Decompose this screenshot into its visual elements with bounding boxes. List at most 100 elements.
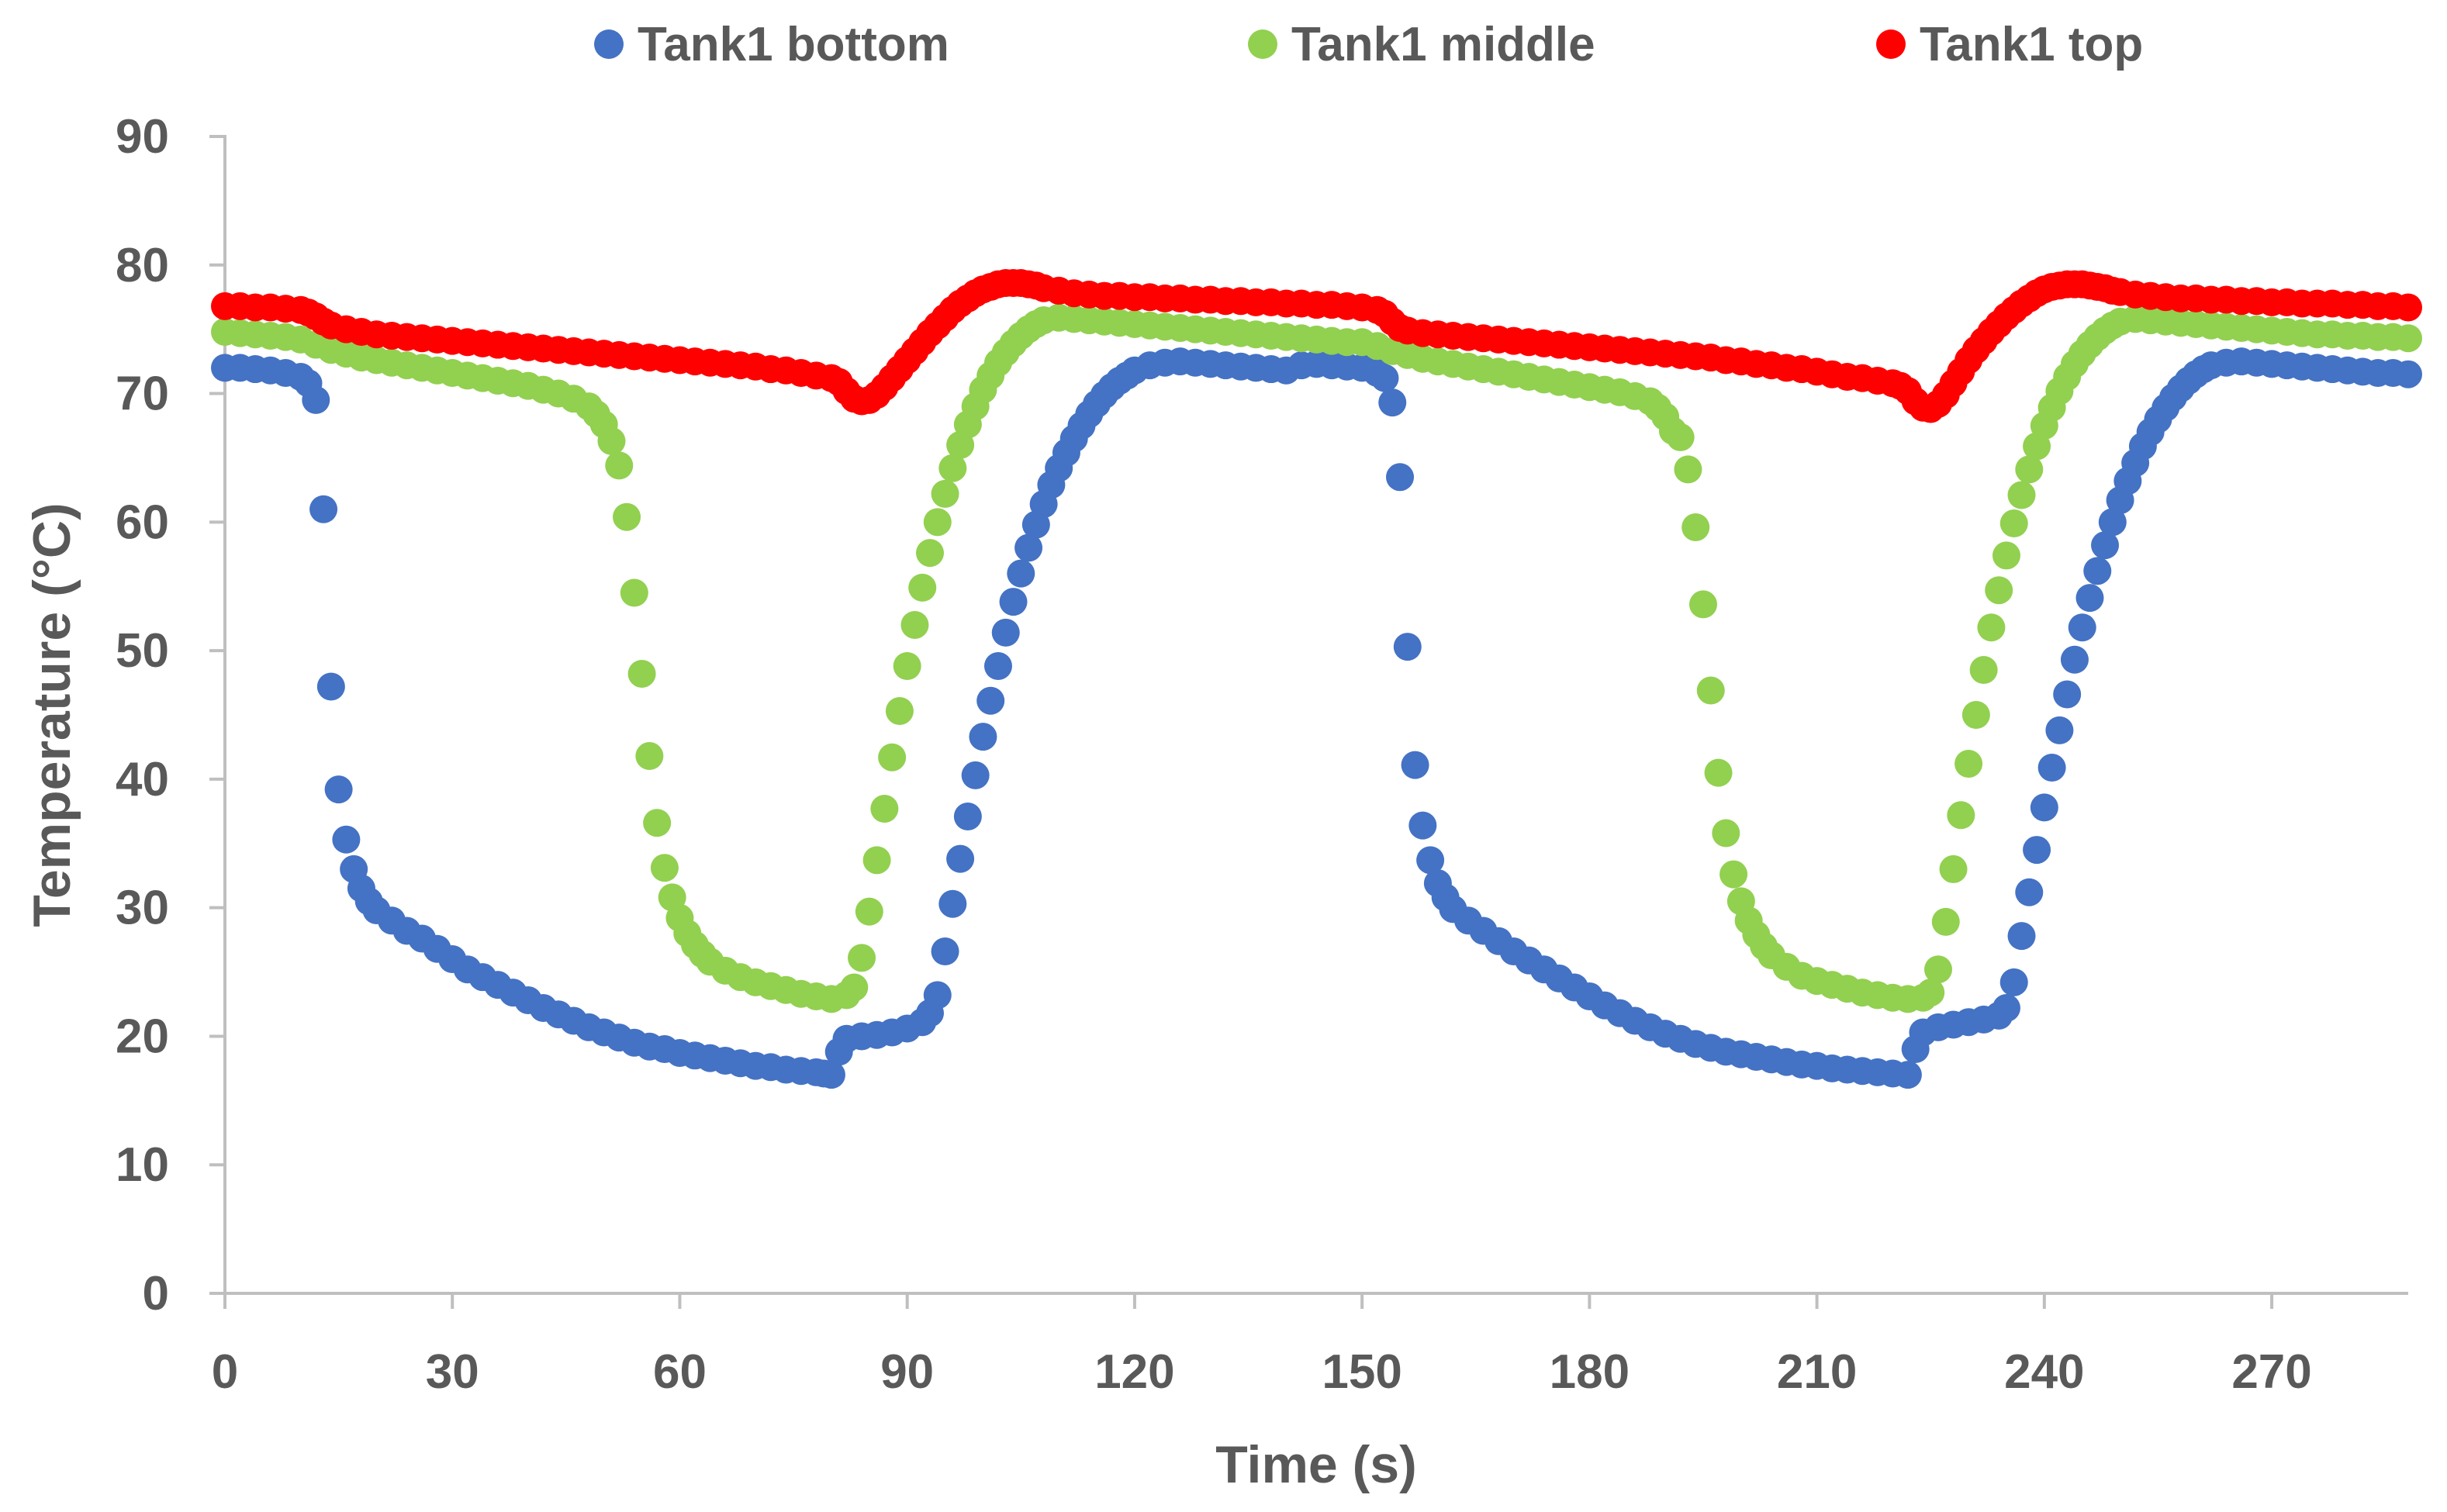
data-point bbox=[613, 502, 641, 531]
legend-label: Tank1 middle bbox=[1291, 18, 1595, 71]
data-point bbox=[1370, 364, 1399, 392]
x-tick-label: 0 bbox=[212, 1345, 238, 1399]
data-point bbox=[983, 652, 1012, 681]
data-point bbox=[1401, 751, 1429, 779]
data-point bbox=[2083, 557, 2112, 585]
data-point bbox=[1999, 968, 2028, 996]
data-point bbox=[627, 659, 656, 688]
x-tick-label: 270 bbox=[2231, 1345, 2311, 1399]
legend-marker bbox=[594, 29, 624, 59]
series-tank1-top bbox=[211, 268, 2422, 423]
data-point bbox=[2037, 753, 2066, 782]
data-point bbox=[324, 775, 353, 804]
data-point bbox=[316, 672, 345, 701]
data-point bbox=[885, 697, 914, 726]
data-point bbox=[1674, 455, 1702, 484]
data-point bbox=[969, 723, 997, 751]
data-point bbox=[1893, 1061, 1922, 1089]
data-point bbox=[2007, 922, 2036, 951]
data-point bbox=[1939, 854, 1968, 883]
data-point bbox=[620, 578, 648, 607]
data-point bbox=[2045, 716, 2074, 744]
data-point bbox=[650, 854, 679, 882]
data-point bbox=[1712, 819, 1740, 847]
data-point bbox=[2060, 645, 2089, 674]
x-tick-label: 60 bbox=[653, 1345, 707, 1399]
data-point bbox=[1014, 533, 1043, 562]
x-axis-title: Time (s) bbox=[1215, 1435, 1416, 1494]
data-point bbox=[1931, 907, 1960, 936]
x-tick-label: 210 bbox=[1777, 1345, 1857, 1399]
data-point bbox=[1999, 509, 2028, 537]
data-point bbox=[1985, 576, 2013, 605]
data-point bbox=[2023, 836, 2051, 865]
data-point bbox=[1666, 423, 1695, 451]
data-point bbox=[2394, 293, 2422, 322]
y-tick-label: 90 bbox=[116, 110, 169, 164]
legend-marker bbox=[1248, 29, 1277, 59]
data-point bbox=[302, 385, 330, 414]
data-point bbox=[1977, 613, 2006, 642]
data-point bbox=[953, 802, 982, 830]
data-point bbox=[855, 897, 883, 926]
legend-marker bbox=[1876, 29, 1906, 59]
data-point bbox=[1386, 463, 1415, 492]
data-point bbox=[946, 844, 975, 873]
data-point bbox=[923, 981, 952, 1010]
data-point bbox=[2015, 455, 2044, 484]
data-point bbox=[1954, 749, 1983, 778]
data-point bbox=[643, 809, 672, 837]
data-point bbox=[991, 618, 1020, 647]
x-axis-ticks bbox=[223, 1293, 2274, 1309]
x-axis-tick-labels: 0 30 60 90 120 150 180 210 240 270 bbox=[212, 1345, 2312, 1399]
data-point bbox=[2053, 680, 2082, 709]
y-axis-tick-labels: 0 10 20 30 40 50 60 70 80 90 bbox=[116, 110, 225, 1320]
data-point bbox=[1961, 701, 1990, 729]
data-point bbox=[2075, 584, 2104, 613]
plot-area bbox=[211, 268, 2422, 1089]
data-point bbox=[893, 652, 921, 681]
data-point bbox=[878, 743, 907, 772]
data-point bbox=[1681, 513, 1710, 541]
data-point bbox=[999, 588, 1028, 616]
y-axis-title: Temperature (°C) bbox=[22, 502, 81, 927]
y-tick-label: 10 bbox=[116, 1138, 169, 1192]
data-point bbox=[817, 1061, 845, 1089]
data-point bbox=[635, 742, 664, 771]
y-tick-label: 70 bbox=[116, 368, 169, 421]
legend-label: Tank1 top bbox=[1920, 18, 2143, 71]
data-point bbox=[1378, 388, 1407, 417]
data-point bbox=[2068, 613, 2096, 642]
series-tank1-bottom bbox=[211, 347, 2422, 1089]
data-point bbox=[1923, 955, 1952, 984]
data-point bbox=[862, 846, 891, 875]
data-point bbox=[938, 889, 967, 918]
data-point bbox=[938, 454, 967, 482]
data-point bbox=[1408, 811, 1437, 840]
data-point bbox=[2394, 324, 2422, 353]
data-point bbox=[908, 573, 937, 602]
x-tick-label: 150 bbox=[1322, 1345, 1401, 1399]
data-point bbox=[309, 495, 338, 523]
x-tick-label: 30 bbox=[426, 1345, 479, 1399]
data-point bbox=[961, 761, 990, 789]
y-tick-label: 20 bbox=[116, 1010, 169, 1063]
y-tick-label: 50 bbox=[116, 624, 169, 678]
data-point bbox=[840, 973, 869, 1002]
series-tank1-middle bbox=[211, 303, 2422, 1013]
data-point bbox=[2007, 481, 2036, 509]
y-tick-label: 0 bbox=[143, 1267, 169, 1320]
data-point bbox=[931, 479, 959, 508]
data-point bbox=[597, 426, 626, 455]
data-point bbox=[976, 686, 1005, 715]
x-tick-label: 180 bbox=[1550, 1345, 1630, 1399]
data-point bbox=[2015, 878, 2044, 906]
y-tick-label: 30 bbox=[116, 882, 169, 935]
data-point bbox=[1704, 758, 1733, 787]
data-point bbox=[916, 539, 945, 568]
data-point bbox=[848, 944, 876, 972]
y-tick-label: 60 bbox=[116, 495, 169, 549]
data-point bbox=[923, 508, 952, 537]
data-point bbox=[900, 610, 929, 639]
